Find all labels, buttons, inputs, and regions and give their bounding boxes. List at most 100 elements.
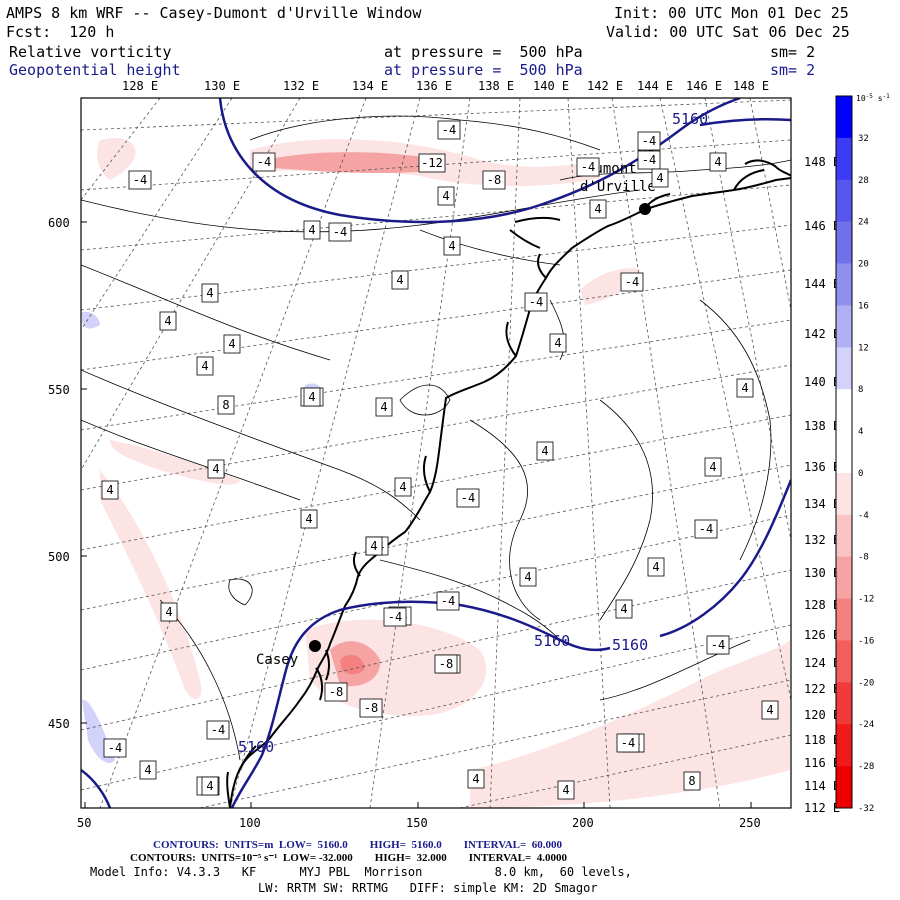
footer-model-info: Model Info: V4.3.3 KF MYJ PBL Morrison 8… (90, 865, 632, 879)
vorticity-value-label: 4 (365, 536, 383, 556)
bottom-axis: 50 100 150 200 250 (77, 802, 761, 830)
colorbar-tick-label: 16 (858, 301, 869, 311)
right-lat-label: 122 E (804, 682, 840, 696)
vorticity-value-label: 4 (375, 397, 393, 417)
colorbar-tick-label: -20 (858, 678, 874, 688)
field1-smoothing: sm= 2 (770, 43, 816, 61)
vorticity-value-label: 4 (201, 776, 219, 796)
colorbar-tick-label: 32 (858, 134, 869, 144)
init-time: Init: 00 UTC Mon 01 Dec 25 (614, 4, 849, 22)
colorbar-tick-label: 4 (858, 427, 863, 437)
colorbar-cell (836, 514, 852, 558)
svg-text:4: 4 (380, 400, 387, 414)
svg-text:-8: -8 (439, 657, 453, 671)
top-lon-label: 132 E (283, 79, 319, 93)
colorbar-tick-label: -8 (858, 553, 869, 563)
map-frame (80, 97, 792, 809)
bottom-axis-label: 250 (739, 816, 761, 830)
vorticity-value-label: 4 (589, 199, 607, 219)
colorbar-tick-label: 12 (858, 343, 869, 353)
svg-text:4: 4 (396, 273, 403, 287)
vorticity-value-label: 4 (536, 441, 554, 461)
negative-vorticity-shading (97, 138, 790, 808)
colorbar-cell (836, 640, 852, 683)
left-axis-label: 450 (48, 717, 70, 731)
svg-text:4: 4 (554, 336, 561, 350)
height-label: 5160 (612, 636, 648, 654)
vorticity-value-label: 4 (736, 378, 754, 398)
svg-text:4: 4 (652, 560, 659, 574)
svg-text:4: 4 (656, 171, 663, 185)
right-lat-label: 112 E (804, 801, 840, 815)
bottom-axis-label: 50 (77, 816, 91, 830)
vorticity-value-label: -4 (252, 152, 276, 172)
vorticity-value-label: 4 (651, 168, 669, 188)
svg-text:4: 4 (594, 202, 601, 216)
bottom-axis-label: 100 (239, 816, 261, 830)
svg-text:4: 4 (164, 314, 171, 328)
dumont-marker (639, 203, 651, 215)
colorbar-cell (836, 179, 852, 223)
right-lat-label: 142 E (804, 327, 840, 341)
colorbar-units: 10-5 s-1 (856, 93, 890, 103)
svg-text:-4: -4 (581, 160, 595, 174)
vorticity-value-label: 4 (139, 760, 157, 780)
colorbar-cell (836, 96, 852, 139)
svg-text:4: 4 (106, 483, 113, 497)
colorbar-cell (836, 766, 852, 809)
vorticity-value-label: 4 (223, 334, 241, 354)
svg-text:4: 4 (206, 779, 213, 793)
right-lat-label: 136 E (804, 460, 840, 474)
svg-text:-4: -4 (625, 275, 639, 289)
svg-text:8: 8 (222, 398, 229, 412)
vorticity-value-label: -4 (616, 733, 640, 753)
vorticity-value-label: 4 (761, 700, 779, 720)
colorbar-cell (836, 137, 852, 181)
vorticity-value-label: -4 (328, 222, 352, 242)
right-lat-label: 116 E (804, 756, 840, 770)
colorbar-tick-label: 20 (858, 260, 869, 270)
dumont-label-line2: d'Urville (580, 179, 656, 195)
colorbar-cell (836, 263, 852, 306)
left-axis-label: 550 (48, 383, 70, 397)
colorbar-cell (836, 598, 852, 641)
right-lat-label: 134 E (804, 497, 840, 511)
vorticity-value-label: -4 (206, 720, 230, 740)
field2-name: Geopotential height (9, 61, 181, 79)
colorbar-tick-label: -28 (858, 762, 874, 772)
vorticity-value-label: -12 (418, 153, 446, 173)
svg-text:4: 4 (228, 337, 235, 351)
vorticity-value-label: -4 (436, 591, 460, 611)
colorbar-cell (836, 347, 852, 390)
svg-text:4: 4 (201, 359, 208, 373)
height-label: 5160 (672, 110, 708, 128)
field1-level: at pressure = 500 hPa (384, 43, 583, 61)
svg-text:-4: -4 (529, 295, 543, 309)
vorticity-value-label: -4 (524, 292, 548, 312)
coastline (226, 159, 791, 808)
vorticity-value-label: 4 (303, 387, 321, 407)
svg-text:4: 4 (144, 763, 151, 777)
vorticity-value-label: -8 (324, 682, 348, 702)
colorbar: 10-5 s-1 32 28 24 20 16 12 8 4 0 -4 -8 -12 -16 -20 -24… (835, 93, 890, 814)
svg-text:4: 4 (308, 390, 315, 404)
svg-text:4: 4 (541, 444, 548, 458)
svg-text:-12: -12 (421, 156, 443, 170)
vorticity-value-label: -4 (694, 519, 718, 539)
casey-label: Casey (256, 652, 298, 668)
top-lon-label: 128 E (122, 79, 158, 93)
vorticity-labels: -4-4-12-4-44-8-44-444-4444-44-44444-4448… (101, 120, 779, 800)
vorticity-value-label: 4 (519, 567, 537, 587)
vorticity-value-label: -4 (637, 150, 661, 170)
top-lon-label: 136 E (416, 79, 452, 93)
svg-text:-4: -4 (441, 594, 455, 608)
colorbar-tick-label: 0 (858, 469, 863, 479)
top-lon-label: 146 E (686, 79, 722, 93)
top-lon-label: 148 E (733, 79, 769, 93)
vorticity-value-label: 4 (159, 311, 177, 331)
valid-time: Valid: 00 UTC Sat 06 Dec 25 (606, 23, 850, 41)
colorbar-tick-label: -12 (858, 595, 874, 605)
casey-marker (309, 640, 321, 652)
svg-text:-4: -4 (711, 638, 725, 652)
vorticity-value-label: -8 (359, 698, 383, 718)
